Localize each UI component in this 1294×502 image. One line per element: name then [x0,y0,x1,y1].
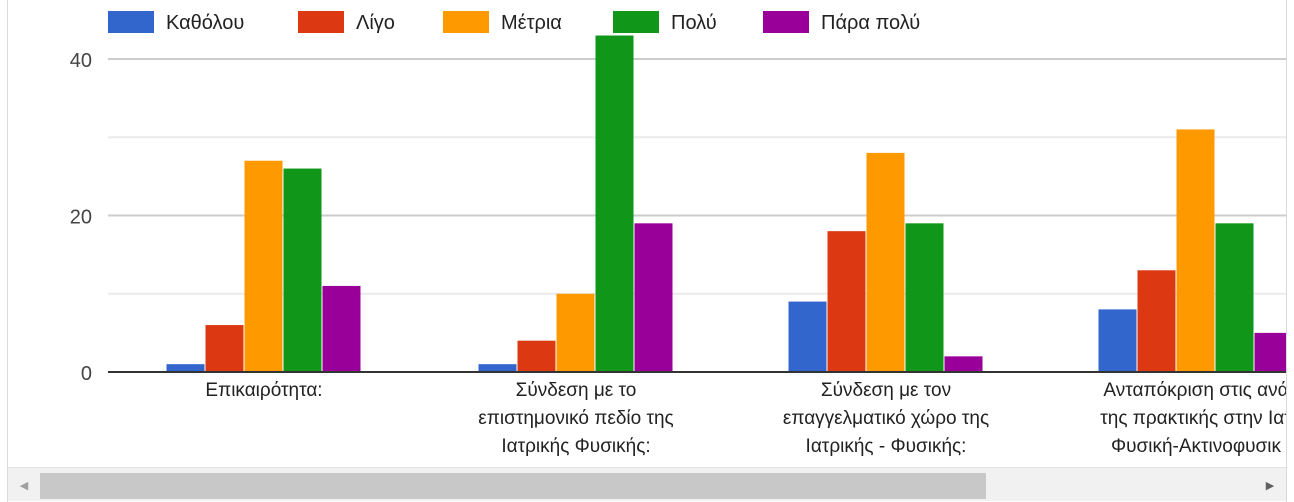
bar-1-1 [166,364,205,372]
legend-swatch-2 [298,11,344,33]
legend-label-5: Πάρα πολύ [821,12,920,34]
bar-4-5 [1254,332,1287,372]
legend-swatch-1 [108,11,154,33]
bar-chart: 0 20 40 Καθόλου Λίγο Μέτρια Πολύ Πάρα πολύ Επι… [70,11,1292,457]
scroll-right-arrow-icon[interactable]: ▶ [1265,479,1275,492]
scroll-left-arrow-icon[interactable]: ◀ [19,479,29,492]
legend-label-1: Καθόλου [166,12,244,34]
x-category-label-2: Ιατρικής Φυσικής: [501,436,650,457]
legend-label-2: Λίγο [356,12,395,34]
legend-swatch-4 [613,11,659,33]
bar-3-5 [944,356,983,372]
bar-4-1 [1098,309,1137,372]
x-category-label-3: Ιατρικής - Φυσικής: [806,436,967,457]
bar-3-2 [827,231,866,372]
bar-3-1 [788,301,827,372]
horizontal-scrollbar[interactable]: ◀ ▶ [8,467,1286,501]
x-category-label-4: της πρακτικής στην Ιατ [1100,408,1292,429]
bar-2-2 [517,340,556,372]
y-tick-label: 20 [70,207,92,229]
x-category-label-1: Επικαιρότητα: [205,380,322,401]
bar-4-4 [1215,223,1254,372]
x-category-label-2: επιστημονικό πεδίο της [478,408,673,429]
legend-swatch-5 [763,11,809,33]
bar-2-5 [634,223,673,372]
legend-label-4: Πολύ [671,12,717,34]
bar-2-3 [556,293,595,372]
x-category-label-3: Σύνδεση με τον [821,380,951,401]
bar-1-4 [283,168,322,372]
bar-1-5 [322,285,361,372]
bar-4-3 [1176,129,1215,372]
bar-2-4 [595,35,634,373]
bar-4-2 [1137,270,1176,372]
bar-1-2 [205,325,244,372]
scrollbar-thumb[interactable] [40,473,986,499]
x-category-label-2: Σύνδεση με το [516,380,637,401]
legend-swatch-3 [443,11,489,33]
legend-label-3: Μέτρια [501,12,562,34]
bar-3-3 [866,152,905,372]
x-category-label-4: Φυσική-Ακτινοφυσικ [1111,436,1282,457]
bar-1-3 [244,160,283,372]
y-tick-label: 40 [70,50,92,72]
y-tick-label: 0 [81,363,92,385]
bar-3-4 [905,223,944,372]
x-category-label-3: επαγγελματικό χώρο της [783,408,989,429]
bar-2-1 [478,364,517,372]
x-category-label-4: Ανταπόκριση στις ανά [1103,380,1288,401]
